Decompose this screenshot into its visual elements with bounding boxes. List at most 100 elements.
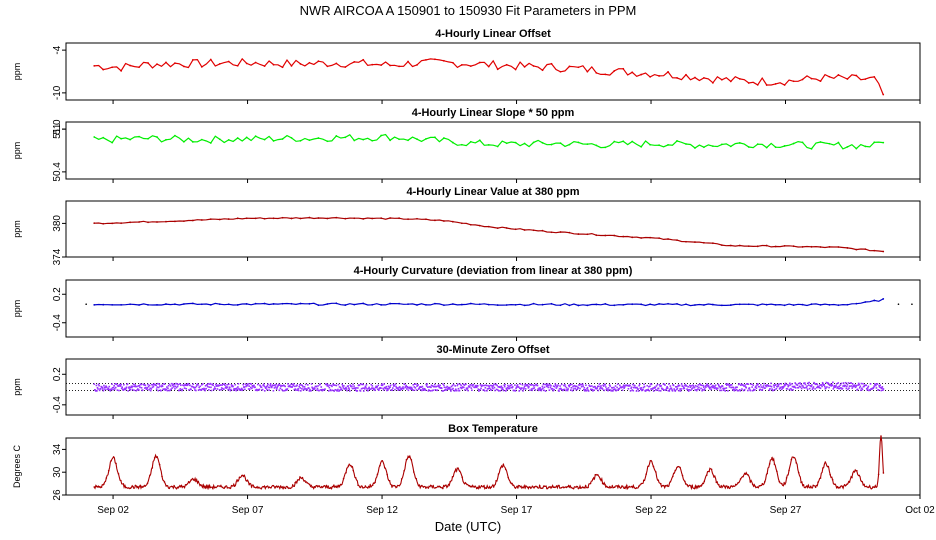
data-point [873, 141, 876, 144]
data-point [622, 384, 625, 387]
data-point [491, 386, 494, 388]
data-point [119, 384, 122, 387]
data-point [565, 486, 568, 489]
data-point [779, 386, 782, 389]
data-point [550, 62, 553, 65]
data-point [425, 218, 427, 221]
data-point [167, 384, 170, 387]
data-point [130, 385, 133, 388]
data-point [488, 487, 490, 489]
data-point [882, 298, 885, 300]
data-point [427, 487, 430, 489]
data-point [687, 385, 689, 388]
data-point [591, 385, 593, 387]
data-point [662, 484, 664, 487]
data-point [783, 385, 785, 388]
data-point [497, 385, 500, 388]
data-point [344, 217, 347, 220]
data-point [483, 485, 485, 487]
data-point [655, 389, 657, 391]
data-point [855, 302, 858, 305]
data-point [595, 303, 598, 306]
data-point [728, 386, 731, 388]
data-point [869, 383, 872, 385]
data-point [344, 388, 347, 390]
data-point [850, 382, 852, 384]
data-point [560, 388, 562, 391]
data-point [371, 63, 374, 66]
data-point [729, 384, 732, 386]
data-point [359, 390, 362, 392]
data-point [742, 475, 744, 478]
data-point [747, 82, 750, 84]
data-point [608, 384, 611, 386]
data-point [579, 387, 581, 390]
data-point [541, 141, 544, 144]
data-point [348, 388, 351, 391]
data-point [353, 60, 356, 63]
data-point [179, 388, 182, 390]
data-point [546, 384, 548, 387]
data-point [621, 485, 623, 487]
data-point [358, 384, 361, 387]
data-point [135, 389, 138, 392]
data-point [839, 387, 841, 390]
data-point [360, 387, 363, 390]
data-point [812, 387, 814, 390]
data-point [821, 381, 824, 384]
data-point [375, 385, 377, 388]
data-point [299, 139, 302, 142]
data-point [124, 486, 127, 489]
data-point [156, 382, 159, 385]
data-point [227, 60, 230, 63]
data-point [275, 383, 277, 386]
data-point [443, 137, 445, 139]
data-point [541, 69, 544, 72]
data-point [124, 388, 127, 391]
data-point [396, 486, 398, 488]
series-line [93, 435, 884, 491]
data-point [722, 387, 724, 390]
data-point [299, 476, 301, 478]
data-point [186, 384, 189, 387]
data-point [793, 385, 796, 388]
data-point [397, 388, 400, 390]
data-point [110, 459, 112, 462]
data-point [291, 386, 294, 388]
data-point [741, 388, 743, 390]
data-point [389, 302, 392, 305]
data-point [166, 386, 168, 388]
data-point [478, 139, 481, 142]
data-point [828, 142, 831, 145]
data-point [706, 384, 709, 386]
data-point [124, 387, 126, 390]
data-point [451, 220, 454, 223]
data-point [550, 302, 553, 305]
data-point [304, 479, 306, 482]
data-point [738, 244, 741, 247]
data-point [537, 389, 540, 392]
data-point [236, 217, 239, 220]
data-point [393, 484, 396, 487]
data-point [762, 385, 765, 387]
data-point [559, 385, 561, 387]
data-point [847, 388, 849, 391]
data-point [254, 302, 257, 305]
data-point [191, 141, 194, 143]
data-point [335, 384, 338, 387]
data-point [268, 386, 271, 389]
data-point [332, 383, 334, 385]
data-point [165, 220, 167, 223]
data-point [832, 388, 835, 390]
data-point [422, 387, 424, 390]
data-point [146, 386, 149, 389]
data-point [443, 384, 445, 387]
data-point [487, 225, 490, 228]
data-point [784, 382, 787, 385]
data-point [449, 386, 451, 389]
data-point [792, 245, 795, 248]
data-point [296, 389, 299, 391]
data-point [659, 482, 662, 485]
data-point [720, 485, 723, 487]
data-point [563, 384, 565, 387]
